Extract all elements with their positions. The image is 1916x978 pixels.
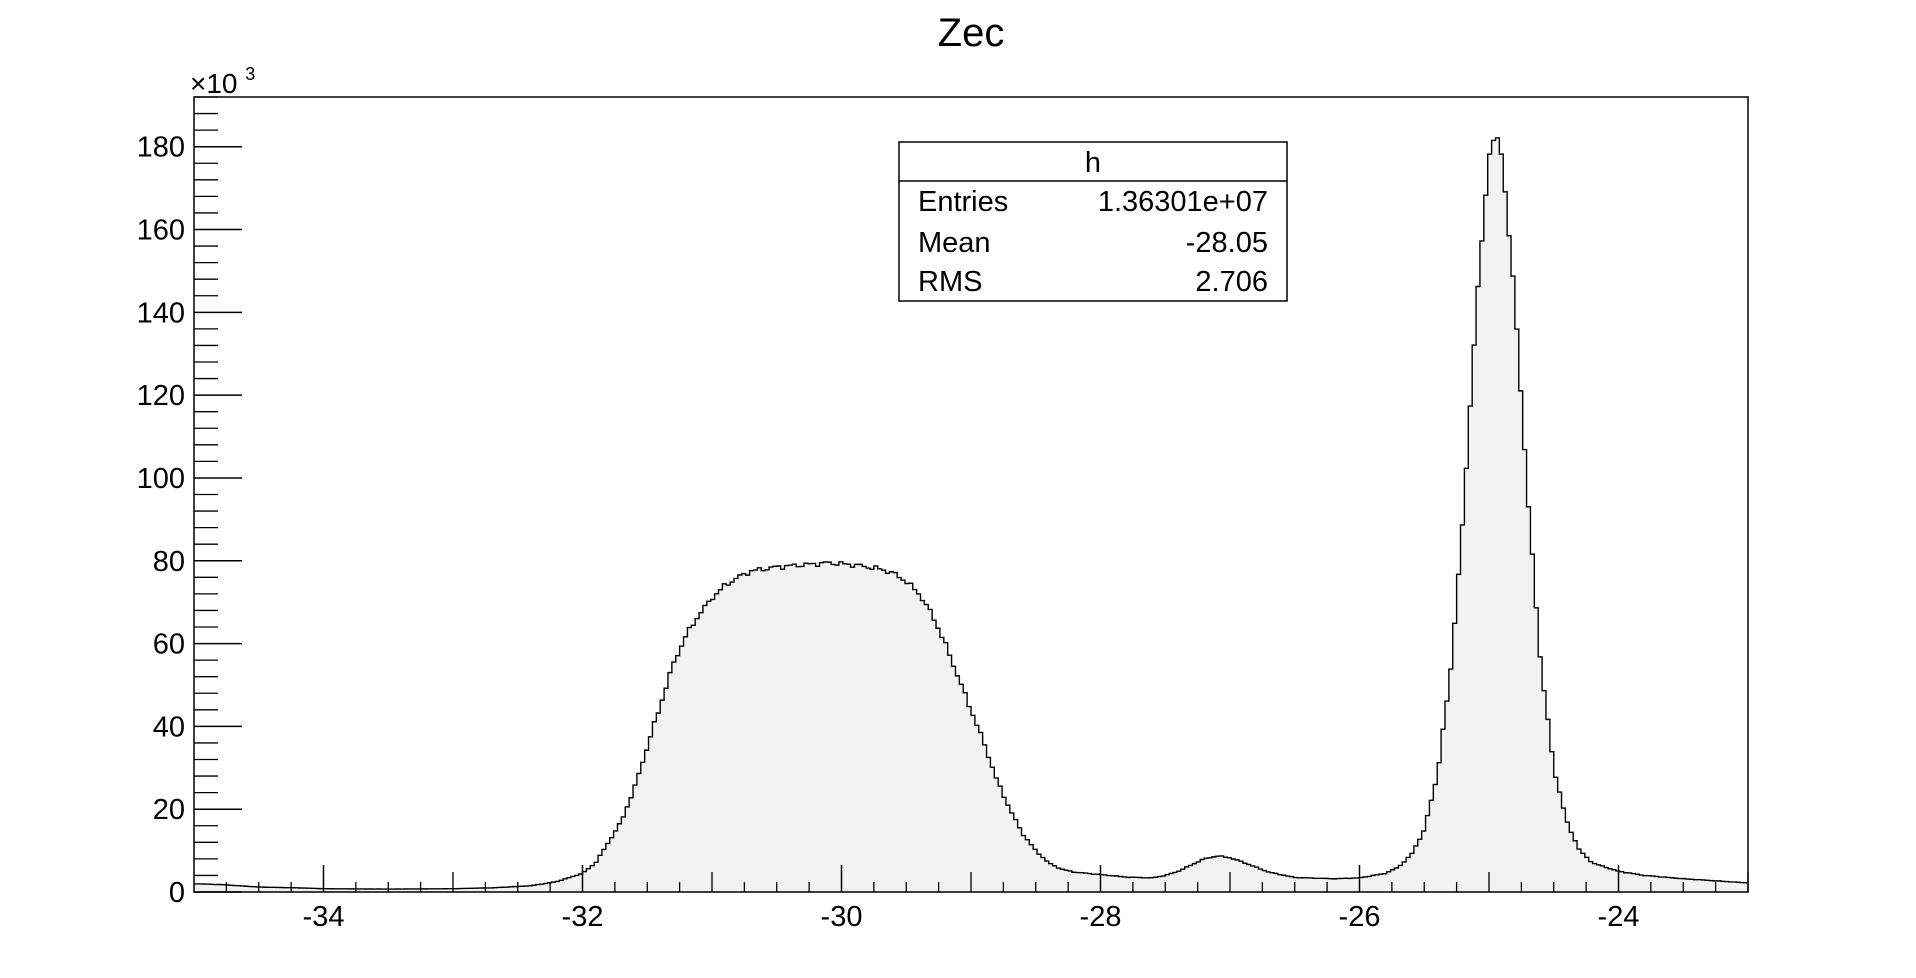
x-tick-label: -24 xyxy=(1598,901,1640,933)
y-tick-label: 20 xyxy=(153,794,185,826)
x-tick-label: -32 xyxy=(562,901,604,933)
y-tick-label: 60 xyxy=(153,629,185,661)
stats-box: h Entries 1.36301e+07 Mean -28.05 RMS 2.… xyxy=(898,141,1288,302)
histogram-fill xyxy=(194,137,1748,893)
x-tick-label: -26 xyxy=(1339,901,1381,933)
x-axis: -34 -32 -30 -28 -26 -24 xyxy=(225,865,1749,933)
y-axis-multiplier-base: ×10 xyxy=(190,68,238,99)
stats-box-title: h xyxy=(1085,147,1101,179)
x-tick-label: -28 xyxy=(1080,901,1122,933)
stats-entries-value: 1.36301e+07 xyxy=(1098,186,1268,218)
y-axis-multiplier-exponent: 3 xyxy=(245,64,255,84)
y-tick-label: 120 xyxy=(137,380,185,412)
x-tick-label: -34 xyxy=(303,901,345,933)
y-tick-label: 0 xyxy=(169,877,185,909)
y-axis-multiplier: ×10 3 xyxy=(190,64,255,99)
stats-rms-label: RMS xyxy=(918,266,982,298)
y-tick-label: 140 xyxy=(137,297,185,329)
stats-mean-label: Mean xyxy=(918,227,991,259)
y-tick-label: 160 xyxy=(137,215,185,247)
y-tick-label: 100 xyxy=(137,463,185,495)
histogram-bars xyxy=(194,137,1748,893)
histogram-outline xyxy=(194,137,1748,890)
stats-mean-value: -28.05 xyxy=(1186,227,1268,259)
stats-box-frame xyxy=(898,141,1288,302)
y-tick-label: 80 xyxy=(153,546,185,578)
y-axis: 0 20 40 60 80 100 120 140 160 180 xyxy=(137,96,242,909)
y-tick-label: 40 xyxy=(153,711,185,743)
x-tick-label: -30 xyxy=(821,901,863,933)
y-tick-label: 180 xyxy=(137,132,185,164)
chart-title: Zec xyxy=(938,11,1005,55)
stats-entries-label: Entries xyxy=(918,186,1008,218)
stats-rms-value: 2.706 xyxy=(1195,266,1268,298)
